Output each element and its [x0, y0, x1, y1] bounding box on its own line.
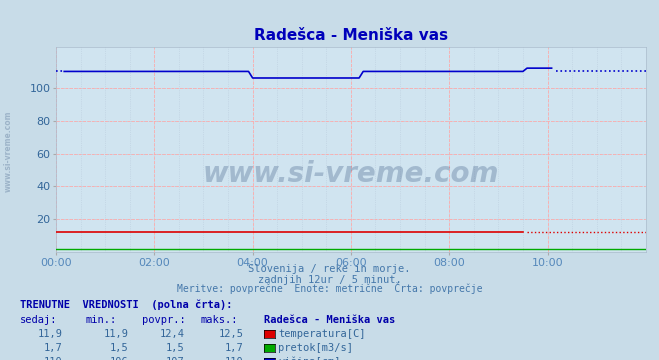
Text: 1,7: 1,7: [225, 343, 244, 353]
Text: 1,7: 1,7: [44, 343, 63, 353]
Text: temperatura[C]: temperatura[C]: [278, 329, 366, 339]
Title: Radešca - Meniška vas: Radešca - Meniška vas: [254, 28, 448, 43]
Text: 11,9: 11,9: [38, 329, 63, 339]
Text: povpr.:: povpr.:: [142, 315, 185, 325]
Text: min.:: min.:: [86, 315, 117, 325]
Text: zadnjih 12ur / 5 minut.: zadnjih 12ur / 5 minut.: [258, 275, 401, 285]
Text: TRENUTNE  VREDNOSTI  (polna črta):: TRENUTNE VREDNOSTI (polna črta):: [20, 299, 232, 310]
Text: 1,5: 1,5: [166, 343, 185, 353]
Text: 12,4: 12,4: [159, 329, 185, 339]
Text: 12,5: 12,5: [219, 329, 244, 339]
Text: Meritve: povprečne  Enote: metrične  Črta: povprečje: Meritve: povprečne Enote: metrične Črta:…: [177, 282, 482, 294]
Text: višina[cm]: višina[cm]: [278, 356, 341, 360]
Text: Slovenija / reke in morje.: Slovenija / reke in morje.: [248, 264, 411, 274]
Text: 1,5: 1,5: [110, 343, 129, 353]
Text: Radešca - Meniška vas: Radešca - Meniška vas: [264, 315, 395, 325]
Text: 106: 106: [110, 357, 129, 360]
Text: 110: 110: [44, 357, 63, 360]
Text: sedaj:: sedaj:: [20, 315, 57, 325]
Text: maks.:: maks.:: [201, 315, 239, 325]
Text: pretok[m3/s]: pretok[m3/s]: [278, 343, 353, 353]
Text: www.si-vreme.com: www.si-vreme.com: [3, 111, 13, 192]
Text: 11,9: 11,9: [103, 329, 129, 339]
Text: 110: 110: [225, 357, 244, 360]
Text: www.si-vreme.com: www.si-vreme.com: [203, 160, 499, 188]
Text: 107: 107: [166, 357, 185, 360]
